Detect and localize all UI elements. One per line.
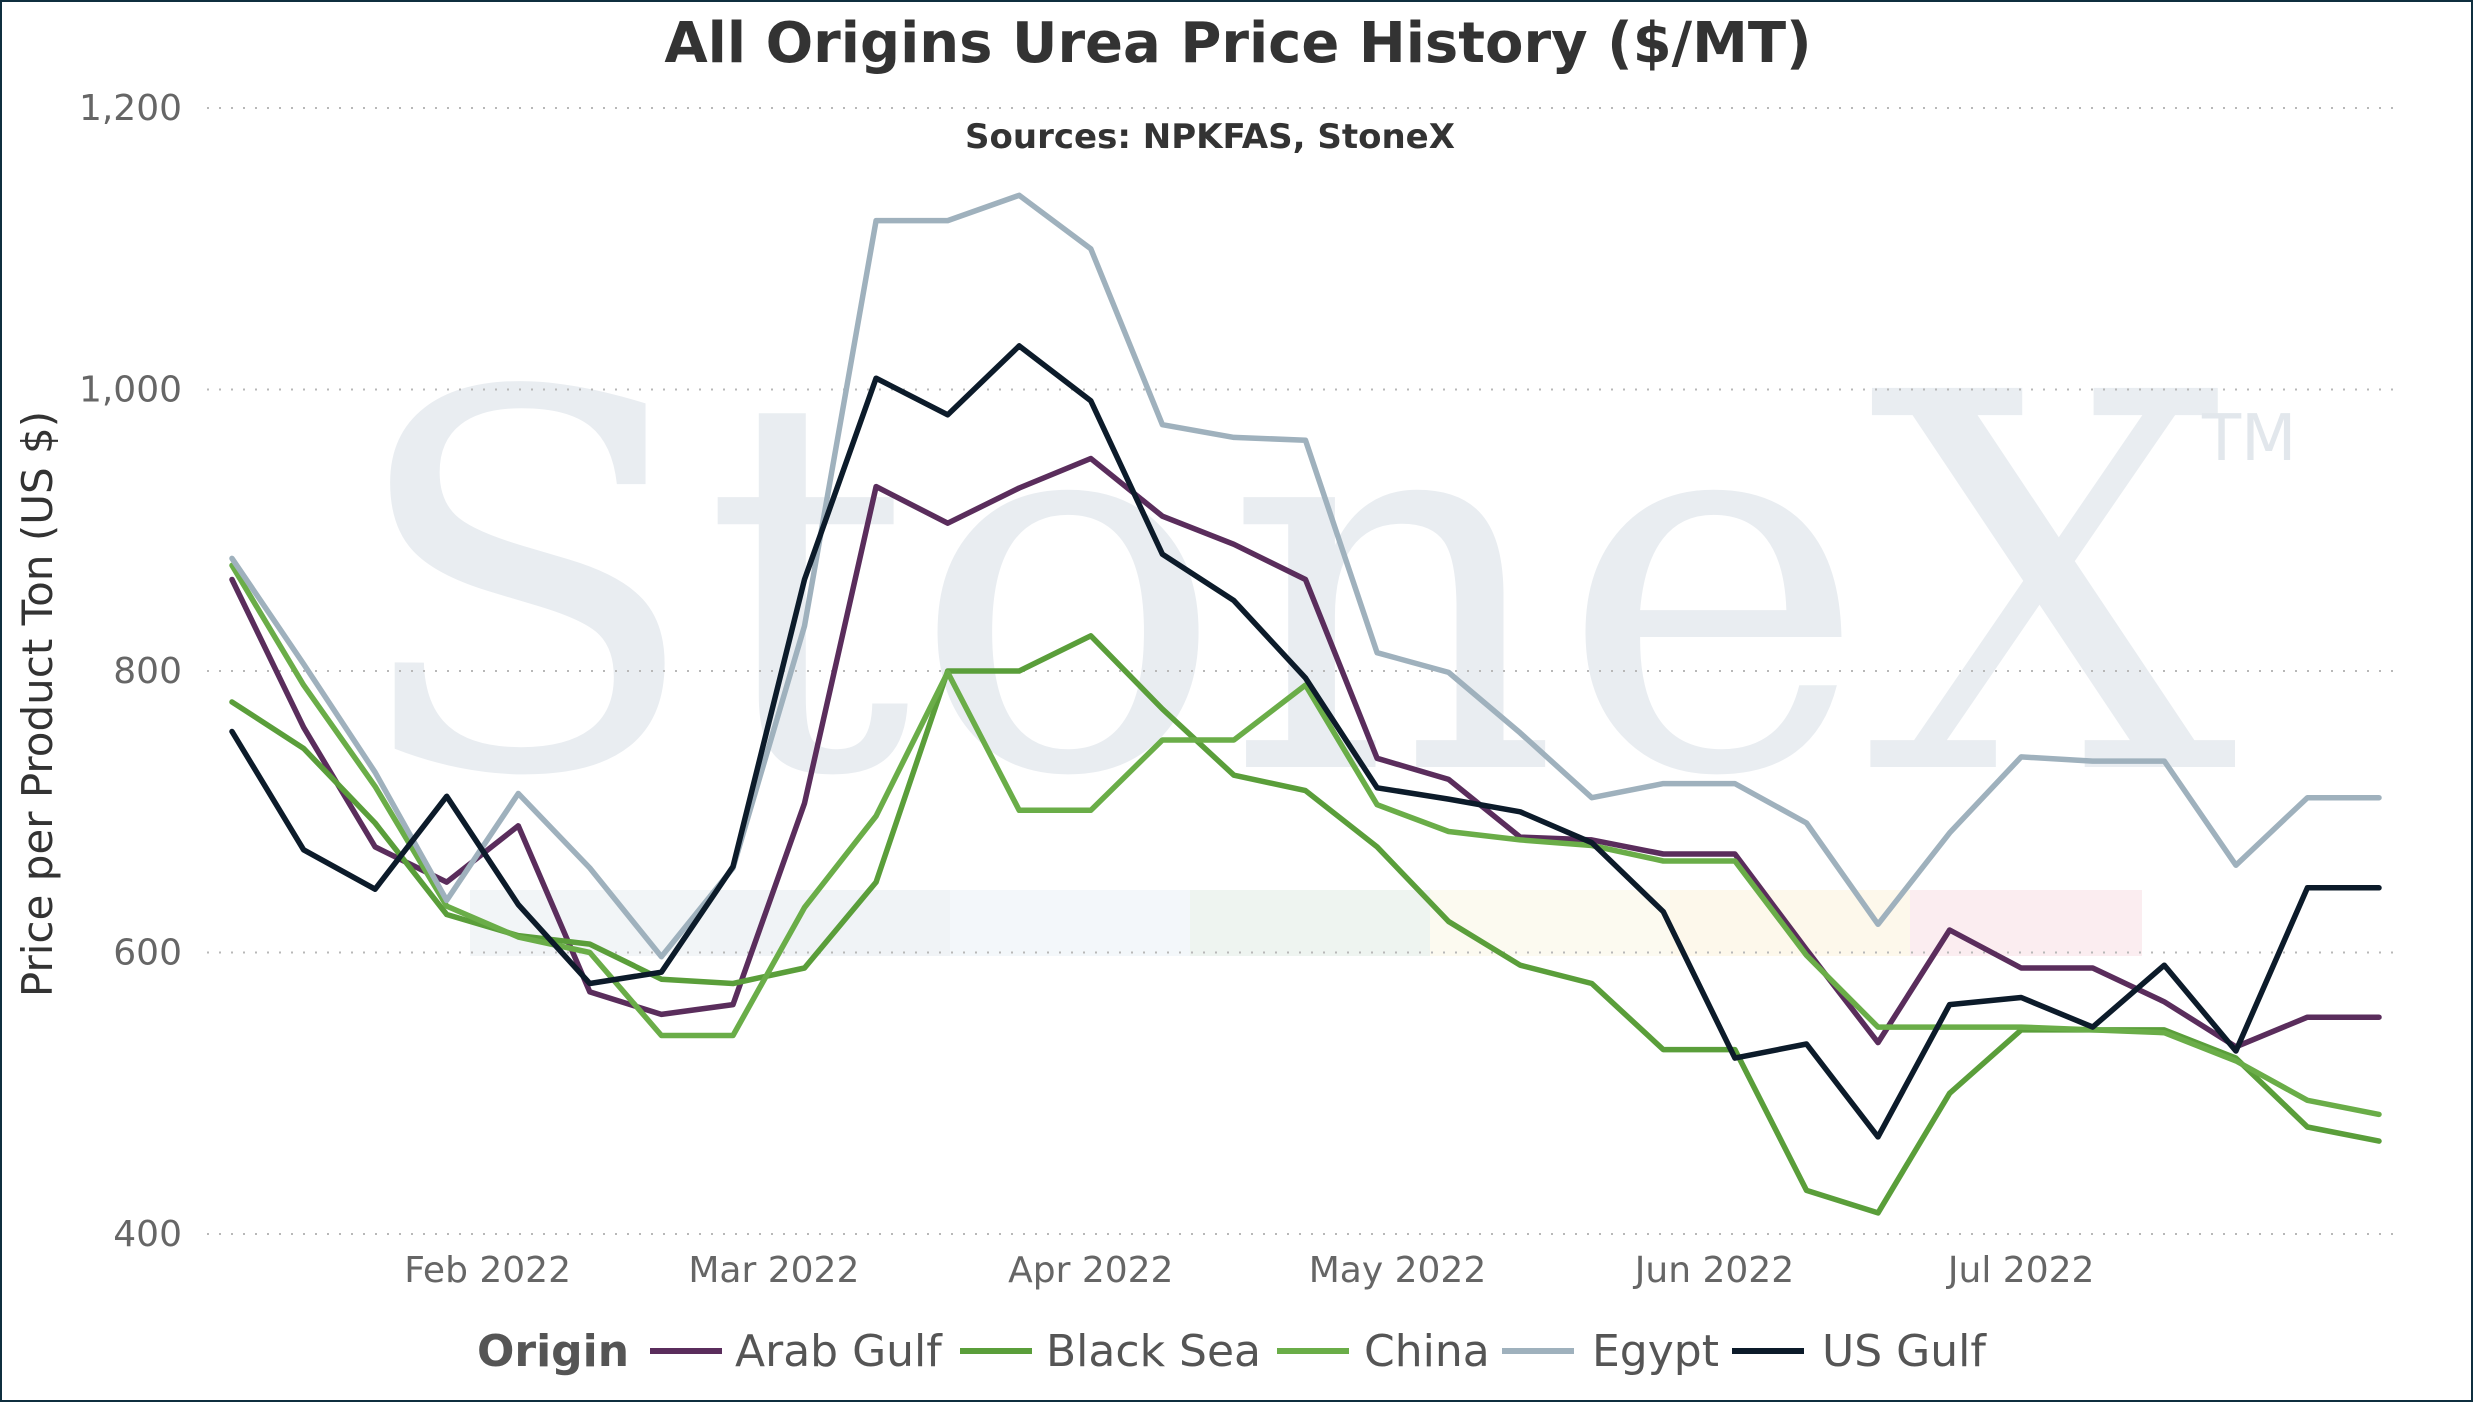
series-line-us-gulf: [229, 343, 2382, 1140]
x-tick-label: Jun 2022: [1633, 1250, 1794, 1291]
x-tick-label: Apr 2022: [1008, 1250, 1173, 1291]
y-tick-label: 800: [113, 651, 182, 692]
x-axis-ticks: Feb 2022 Mar 2022 Apr 2022 May 2022 Jun 2022…: [404, 1250, 2094, 1291]
series-line-arab-gulf: [229, 455, 2382, 1050]
series-line-egypt: [229, 192, 2382, 960]
legend-title: Origin: [477, 1326, 629, 1377]
x-tick-label: May 2022: [1309, 1250, 1487, 1291]
watermark-text: StoneX: [346, 284, 2241, 890]
y-tick-label: 600: [113, 933, 182, 974]
series-line-china: [229, 562, 2382, 1118]
series-lines: [229, 192, 2382, 1216]
legend-label-black-sea[interactable]: Black Sea: [1046, 1326, 1261, 1377]
x-tick-label: Mar 2022: [688, 1250, 859, 1291]
y-tick-label: 1,000: [79, 370, 182, 411]
legend-label-us-gulf[interactable]: US Gulf: [1822, 1326, 1987, 1377]
y-axis-label: Price per Product Ton (US $): [13, 411, 62, 997]
legend-label-arab-gulf[interactable]: Arab Gulf: [735, 1326, 943, 1377]
x-tick-label: Feb 2022: [404, 1250, 571, 1291]
y-tick-label: 1,200: [79, 88, 182, 129]
legend-label-egypt[interactable]: Egypt: [1592, 1326, 1719, 1377]
legend: Origin Arab Gulf Black Sea China Egypt US Gu…: [477, 1326, 1987, 1377]
x-tick-label: Jul 2022: [1946, 1250, 2095, 1291]
watermark-color-band: [470, 890, 2142, 956]
y-axis-ticks: 400 600 800 1,000 1,200: [79, 88, 182, 1255]
watermark-tm: TM: [2201, 402, 2296, 476]
y-tick-label: 400: [113, 1214, 182, 1255]
chart-title: All Origins Urea Price History ($/MT): [664, 11, 1811, 76]
legend-label-china[interactable]: China: [1364, 1326, 1490, 1377]
chart-subtitle: Sources: NPKFAS, StoneX: [965, 117, 1455, 157]
series-line-black-sea: [229, 633, 2382, 1216]
